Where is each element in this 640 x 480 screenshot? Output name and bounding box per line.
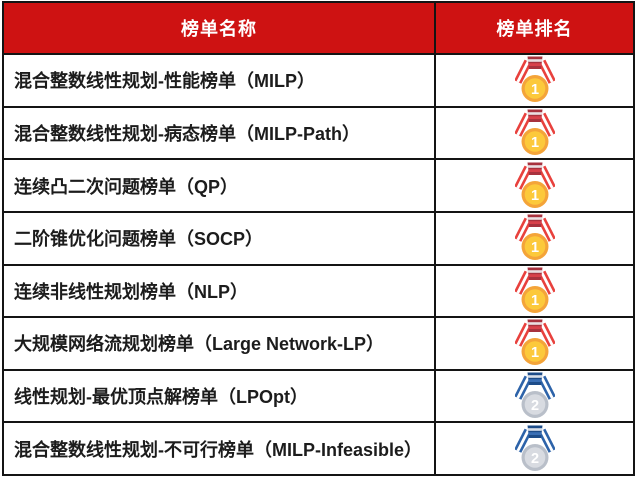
- row-cell-name: 混合整数线性规划-不可行榜单（MILP-Infeasible）: [4, 423, 436, 474]
- table-row: 大规模网络流规划榜单（Large Network-LP） 1: [4, 316, 633, 369]
- ranking-name: 大规模网络流规划榜单（Large Network-LP）: [14, 334, 385, 355]
- table-row: 二阶锥优化问题榜单（SOCP） 1: [4, 210, 633, 264]
- header-label-name: 榜单名称: [181, 19, 257, 39]
- rank-medal: 1: [514, 109, 555, 157]
- header-label-rank: 榜单排名: [496, 19, 573, 39]
- ranking-name: 线性规划-最优顶点解榜单（LPOpt）: [14, 387, 308, 408]
- gold-medal-icon: 1: [514, 319, 555, 366]
- svg-text:1: 1: [530, 135, 538, 151]
- row-cell-rank: 2: [436, 423, 633, 474]
- gold-medal-icon: 1: [514, 214, 555, 261]
- ranking-name: 混合整数线性规划-性能榜单（MILP）: [14, 71, 315, 92]
- svg-text:1: 1: [530, 293, 538, 309]
- row-cell-rank: 2: [436, 371, 633, 422]
- gold-medal-icon: 1: [514, 109, 555, 155]
- header-cell-name: 榜单名称: [4, 3, 436, 53]
- row-cell-rank: 1: [436, 213, 633, 264]
- silver-medal-icon: 2: [514, 372, 555, 419]
- gold-medal-icon: 1: [514, 162, 555, 208]
- svg-text:1: 1: [530, 188, 538, 204]
- ranking-name: 混合整数线性规划-不可行榜单（MILP-Infeasible）: [14, 439, 423, 460]
- row-cell-name: 连续非线性规划榜单（NLP）: [4, 265, 436, 317]
- row-cell-name: 大规模网络流规划榜单（Large Network-LP）: [4, 318, 436, 369]
- svg-text:1: 1: [530, 240, 538, 256]
- table-header-row: 榜单名称 榜单排名: [4, 3, 633, 53]
- rank-medal: 1: [514, 267, 555, 315]
- ranking-name: 连续非线性规划榜单（NLP）: [14, 281, 248, 302]
- header-cell-rank: 榜单排名: [436, 3, 633, 53]
- gold-medal-icon: 1: [514, 267, 555, 313]
- table-row: 混合整数线性规划-病态榜单（MILP-Path） 1: [4, 105, 633, 159]
- ranking-name: 连续凸二次问题榜单（QP）: [14, 176, 239, 197]
- table-row: 混合整数线性规划-不可行榜单（MILP-Infeasible） 2: [4, 421, 633, 474]
- row-cell-name: 混合整数线性规划-性能榜单（MILP）: [4, 55, 436, 106]
- svg-text:1: 1: [530, 82, 538, 98]
- rank-medal: 2: [514, 372, 555, 420]
- rank-medal: 1: [514, 56, 555, 104]
- rank-medal: 1: [514, 319, 555, 367]
- svg-text:2: 2: [530, 451, 538, 467]
- table-row: 连续非线性规划榜单（NLP） 1: [4, 263, 633, 317]
- gold-medal-icon: 1: [514, 56, 555, 103]
- row-cell-rank: 1: [436, 318, 633, 369]
- row-cell-rank: 1: [436, 55, 633, 106]
- table-row: 连续凸二次问题榜单（QP） 1: [4, 158, 633, 211]
- rank-medal: 2: [514, 425, 555, 473]
- table-body: 混合整数线性规划-性能榜单（MILP） 1: [4, 53, 633, 474]
- row-cell-name: 混合整数线性规划-病态榜单（MILP-Path）: [4, 107, 436, 159]
- table-row: 混合整数线性规划-性能榜单（MILP） 1: [4, 53, 633, 106]
- table-row: 线性规划-最优顶点解榜单（LPOpt） 2: [4, 368, 633, 422]
- rank-medal: 1: [514, 214, 555, 262]
- ranking-name: 二阶锥优化问题榜单（SOCP）: [14, 229, 264, 250]
- silver-medal-icon: 2: [514, 425, 555, 471]
- row-cell-rank: 1: [436, 108, 633, 159]
- row-cell-name: 线性规划-最优顶点解榜单（LPOpt）: [4, 370, 436, 422]
- ranking-table: 榜单名称 榜单排名 混合整数线性规划-性能榜单（MILP）: [2, 1, 635, 476]
- row-cell-rank: 1: [436, 266, 633, 317]
- ranking-name: 混合整数线性规划-病态榜单（MILP-Path）: [14, 123, 360, 144]
- rank-medal: 1: [514, 162, 555, 210]
- row-cell-name: 连续凸二次问题榜单（QP）: [4, 160, 436, 211]
- svg-text:2: 2: [530, 398, 538, 414]
- row-cell-name: 二阶锥优化问题榜单（SOCP）: [4, 212, 436, 264]
- row-cell-rank: 1: [436, 160, 633, 211]
- svg-text:1: 1: [530, 345, 538, 361]
